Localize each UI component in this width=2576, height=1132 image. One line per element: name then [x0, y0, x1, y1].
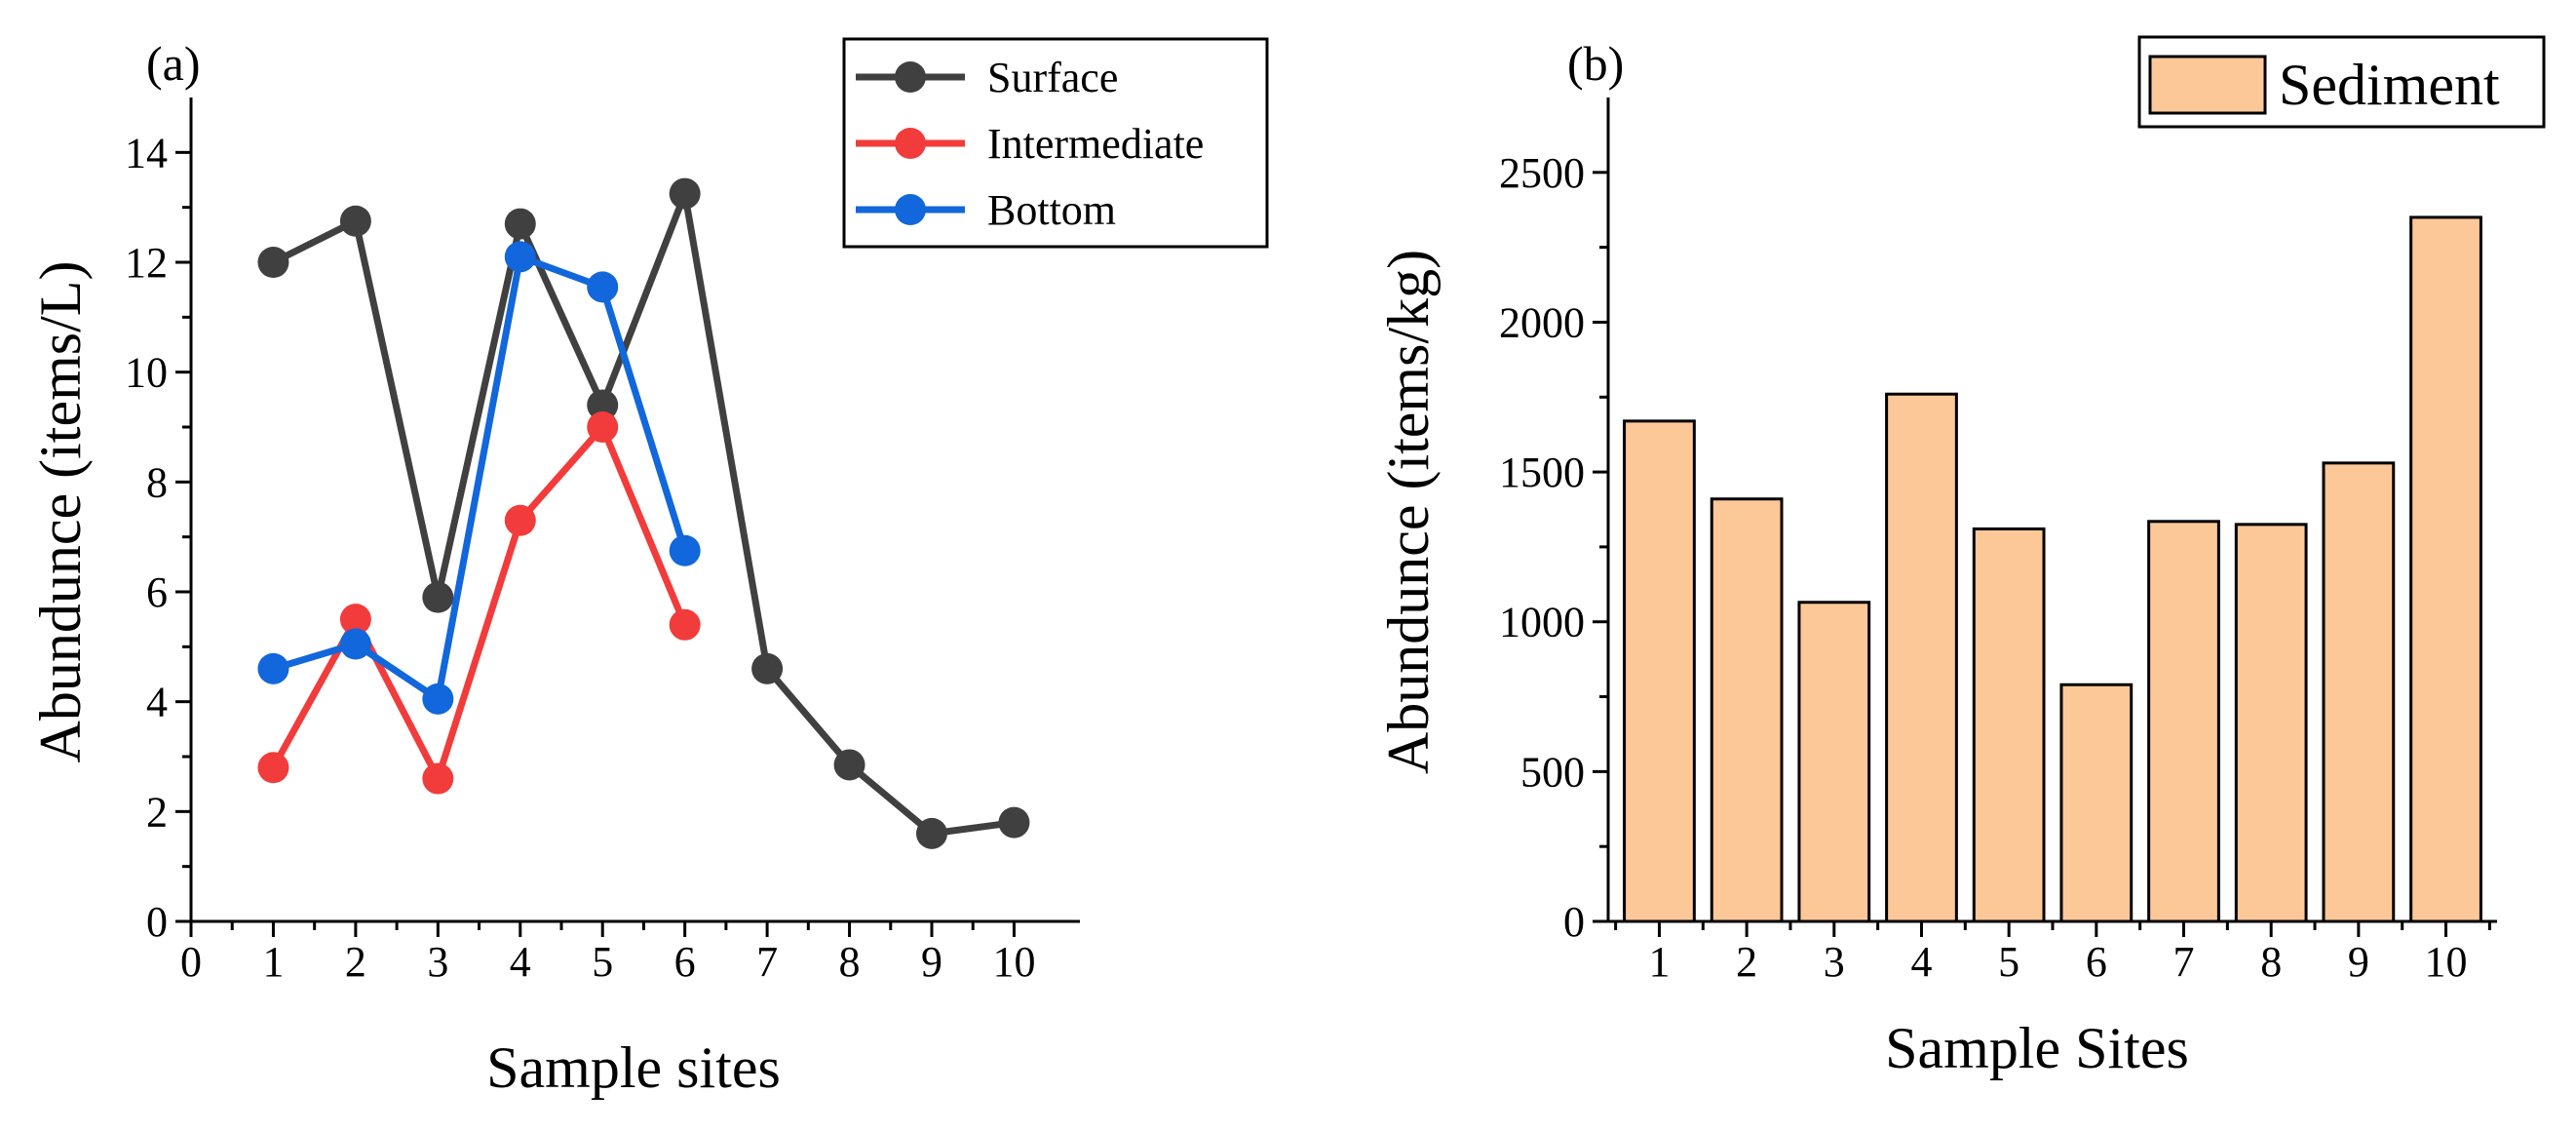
panel-b-x-tick-label: 3 — [1824, 938, 1845, 986]
bottom-point — [339, 628, 371, 660]
legend-bottom-label: Bottom — [987, 186, 1116, 234]
panel-b-legend: Sediment — [2137, 35, 2546, 129]
panel-b-x-tick-label: 5 — [1998, 938, 2019, 986]
panel-a-x-axis-title: Sample sites — [486, 1035, 781, 1100]
panel-a-y-tick-label: 10 — [125, 349, 168, 397]
panel-a-x-tick-label: 7 — [756, 938, 778, 986]
bottom-point — [504, 241, 536, 273]
bar-site-3 — [1797, 601, 1871, 923]
legend-bottom-marker — [895, 194, 926, 225]
panel-b-label: (b) — [1567, 36, 1624, 91]
bar-site-10 — [2409, 215, 2482, 923]
panel-b-x-tick-label: 7 — [2173, 938, 2195, 986]
panel-a-y-tick-label: 8 — [146, 458, 168, 506]
panel-a-x-tick-label: 3 — [427, 938, 448, 986]
series-surface — [257, 177, 1030, 849]
panel-a-label: (a) — [146, 36, 201, 91]
panel-a-x-tick-label: 5 — [592, 938, 613, 986]
panel-b-x-tick-label: 8 — [2260, 938, 2282, 986]
intermediate-point — [422, 762, 454, 795]
surface-point — [587, 389, 619, 421]
surface-point — [422, 581, 454, 613]
bottom-point — [257, 652, 289, 684]
panel-b-y-ticks: 0 500 1000 1500 2000 2500 — [1499, 149, 1608, 946]
panel-a-y-tick-label: 6 — [146, 568, 168, 616]
bottom-point — [587, 271, 619, 303]
panel-a-y-tick-label: 14 — [125, 129, 168, 176]
panel-b-x-tick-label: 10 — [2425, 938, 2468, 986]
panel-a-x-tick-label: 0 — [180, 938, 202, 986]
panel-a-x-tick-label: 1 — [262, 938, 284, 986]
panel-a-y-axis-title: Abundunce (items/L) — [28, 261, 93, 763]
panel-b-y-tick-label: 500 — [1520, 748, 1585, 796]
surface-point — [998, 806, 1030, 839]
panel-b-x-axis-title: Sample Sites — [1885, 1016, 2189, 1080]
panel-b-bars — [1623, 215, 2482, 923]
legend-intermediate-label: Intermediate — [987, 120, 1204, 168]
surface-point — [916, 817, 947, 849]
panel-b-y-tick-label: 2500 — [1499, 149, 1585, 197]
surface-line — [271, 190, 1015, 838]
panel-a-series — [257, 177, 1030, 849]
panel-b-x-ticks: 1 2 3 4 5 6 7 8 9 10 — [1614, 921, 2491, 986]
bottom-point — [669, 534, 701, 566]
bar-site-4 — [1885, 392, 1958, 923]
panel-a-legend: Surface Intermediate Bottom — [842, 37, 1269, 249]
panel-a-x-ticks: 0 1 2 3 4 5 6 7 8 9 10 — [180, 921, 1035, 986]
panel-b-bar-chart: (b) 0 500 1000 1500 2000 2500 1 2 3 4 5 6 7 8 9 10 Sam… — [1376, 35, 2546, 1080]
surface-point — [504, 208, 536, 240]
surface-point — [339, 205, 371, 237]
panel-b-x-tick-label: 1 — [1648, 938, 1670, 986]
intermediate-point — [257, 752, 289, 784]
bottom-point — [422, 683, 454, 715]
panel-b-y-tick-label: 1000 — [1499, 599, 1585, 646]
legend-intermediate-marker — [895, 128, 926, 159]
panel-b-y-axis-title: Abundunce (items/kg) — [1376, 250, 1441, 774]
bar-site-9 — [2322, 461, 2396, 923]
bar-site-1 — [1623, 419, 1696, 923]
panel-b-x-tick-label: 9 — [2348, 938, 2369, 986]
panel-b-x-tick-label: 4 — [1910, 938, 1932, 986]
panel-a-x-tick-label: 2 — [345, 938, 366, 986]
panel-a-x-tick-label: 9 — [921, 938, 942, 986]
panel-b-y-tick-label: 0 — [1563, 898, 1585, 946]
panel-a-x-tick-label: 10 — [992, 938, 1035, 986]
panel-a-x-tick-label: 6 — [674, 938, 696, 986]
surface-point — [257, 247, 289, 278]
panel-b-legend-label: Sediment — [2279, 53, 2500, 117]
intermediate-point — [669, 608, 701, 641]
surface-point — [751, 652, 784, 684]
legend-surface-marker — [895, 61, 926, 93]
bar-site-2 — [1710, 497, 1784, 923]
panel-b-y-tick-label: 1500 — [1499, 449, 1585, 496]
panel-a-y-ticks: 0 2 4 6 8 10 12 14 — [125, 129, 191, 946]
intermediate-point — [587, 411, 619, 443]
panel-b-x-tick-label: 6 — [2086, 938, 2107, 986]
intermediate-point — [339, 604, 371, 636]
surface-point — [669, 177, 701, 210]
series-bottom — [257, 241, 701, 715]
panel-b-y-tick-label: 2000 — [1499, 298, 1585, 346]
bar-site-5 — [1972, 527, 2046, 923]
intermediate-point — [504, 504, 536, 536]
panel-a-y-tick-label: 4 — [146, 679, 168, 726]
bar-site-7 — [2147, 520, 2220, 923]
bar-site-6 — [2059, 683, 2134, 923]
bar-site-8 — [2234, 523, 2308, 923]
panel-a-x-tick-label: 8 — [839, 938, 861, 986]
surface-point — [833, 749, 865, 781]
panel-a-y-tick-label: 0 — [146, 898, 168, 946]
panel-a-x-tick-label: 4 — [510, 938, 531, 986]
panel-a-y-tick-label: 2 — [146, 788, 168, 836]
legend-surface-label: Surface — [987, 54, 1118, 101]
panel-a-y-tick-label: 12 — [125, 239, 168, 287]
panel-b-x-tick-label: 2 — [1736, 938, 1757, 986]
panel-b-legend-swatch — [2148, 55, 2267, 115]
